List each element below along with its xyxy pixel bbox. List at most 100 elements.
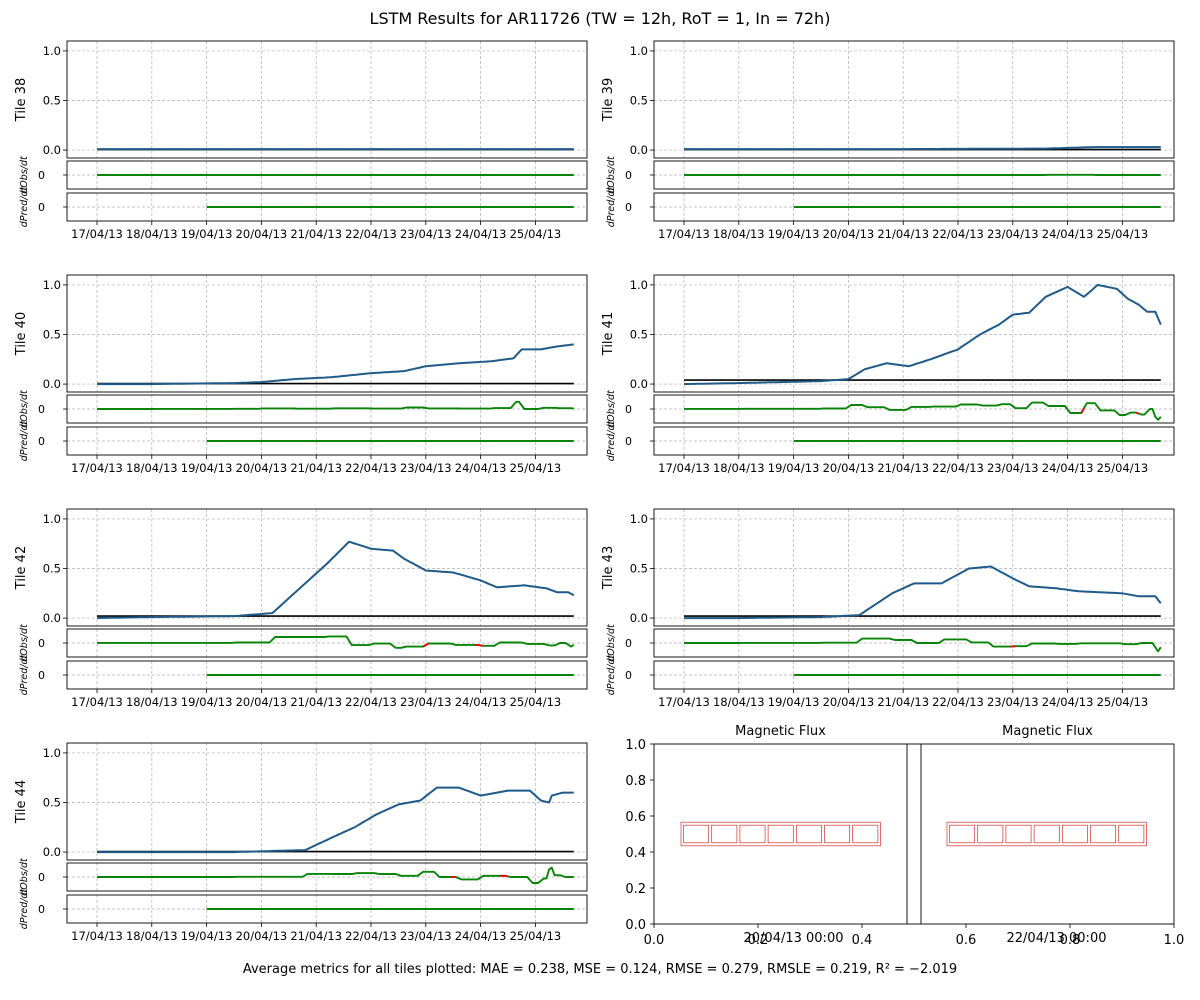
x-tick-label: 25/04/13 <box>510 695 562 709</box>
flux-timestamp: 22/04/13 00:00 <box>1007 931 1107 946</box>
flux-x-tick-label: 0.0 <box>644 933 665 948</box>
y-tick-label: 0 <box>625 403 632 416</box>
dpred-label: dPred/dt <box>606 653 617 695</box>
observed-line <box>683 283 1162 386</box>
tile-panel-7: 0.0 0.5 1.0 Tile 44 0 dObs/dt 0 dPred/dt 17/04/1… <box>14 742 588 943</box>
x-tick-label: 20/04/13 <box>823 695 875 709</box>
flux-tile-box <box>977 824 1004 844</box>
dobs-label: dObs/dt <box>606 623 617 662</box>
y-tick-label: 0.0 <box>43 143 61 157</box>
x-tick-label: 18/04/13 <box>713 227 765 241</box>
tile-panels: 0.0 0.5 1.0 Tile 38 0 dObs/dt 0 dPred/dt 17/04/1… <box>14 40 1175 943</box>
y-tick-label: 0 <box>625 169 632 182</box>
main-axes <box>66 40 588 159</box>
dpred-label: dPred/dt <box>606 419 617 461</box>
x-tick-label: 17/04/13 <box>658 461 710 475</box>
flux-y-tick-label: 0.8 <box>625 774 646 789</box>
x-tick-label: 18/04/13 <box>126 461 178 475</box>
main-axes <box>66 274 588 393</box>
tile-label: Tile 42 <box>14 546 29 590</box>
y-tick-label: 0 <box>625 201 632 214</box>
y-tick-label: 0.0 <box>43 845 61 859</box>
tile-label: Tile 39 <box>601 78 616 122</box>
flux-x-tick-label: 0.6 <box>956 933 977 948</box>
tile-label: Tile 40 <box>14 312 29 356</box>
dobs-label: dObs/dt <box>606 155 617 194</box>
x-tick-label: 21/04/13 <box>290 695 342 709</box>
x-tick-label: 21/04/13 <box>290 461 342 475</box>
dobs-label: dObs/dt <box>606 389 617 428</box>
dobs-negative-segment <box>1135 411 1140 415</box>
dobs-line <box>684 401 1162 421</box>
x-tick-label: 23/04/13 <box>400 227 452 241</box>
dobs-line <box>97 400 574 410</box>
x-tick-label: 19/04/13 <box>768 695 820 709</box>
y-tick-label: 1.0 <box>43 746 61 760</box>
x-tick-label: 23/04/13 <box>987 227 1039 241</box>
x-tick-label: 22/04/13 <box>345 227 397 241</box>
tile-label: Tile 44 <box>14 780 29 824</box>
flux-tile-group <box>680 821 881 847</box>
flux-tile-box <box>949 824 976 844</box>
flux-tile-box <box>1090 824 1117 844</box>
x-tick-label: 20/04/13 <box>823 461 875 475</box>
flux-tile-box <box>739 824 766 844</box>
flux-tile-box <box>824 824 851 844</box>
y-tick-label: 0.0 <box>630 611 648 625</box>
flux-timestamp: 20/04/13 00:00 <box>744 931 844 946</box>
x-tick-label: 17/04/13 <box>71 227 123 241</box>
observed-line <box>97 786 574 854</box>
x-tick-label: 18/04/13 <box>713 695 765 709</box>
tile-panel-3: 0.0 0.5 1.0 Tile 40 0 dObs/dt 0 dPred/dt 17/04/1… <box>14 274 588 475</box>
dobs-label: dObs/dt <box>19 857 30 896</box>
observed-line <box>97 343 574 386</box>
x-tick-label: 20/04/13 <box>236 929 288 943</box>
x-tick-label: 21/04/13 <box>877 695 929 709</box>
x-tick-label: 19/04/13 <box>181 227 233 241</box>
x-tick-label: 24/04/13 <box>455 227 507 241</box>
x-tick-label: 24/04/13 <box>455 929 507 943</box>
y-tick-label: 1.0 <box>43 44 61 58</box>
x-tick-label: 19/04/13 <box>181 695 233 709</box>
x-tick-label: 23/04/13 <box>400 929 452 943</box>
x-tick-label: 24/04/13 <box>1042 461 1094 475</box>
dpred-label: dPred/dt <box>19 887 30 929</box>
x-tick-label: 23/04/13 <box>400 695 452 709</box>
x-tick-label: 25/04/13 <box>510 227 562 241</box>
flux-axes <box>653 743 1175 925</box>
x-tick-label: 22/04/13 <box>932 461 984 475</box>
x-tick-label: 22/04/13 <box>932 227 984 241</box>
x-tick-label: 24/04/13 <box>1042 695 1094 709</box>
tile-panel-1: 0.0 0.5 1.0 Tile 38 0 dObs/dt 0 dPred/dt 17/04/1… <box>14 40 588 241</box>
x-tick-label: 24/04/13 <box>1042 227 1094 241</box>
x-tick-label: 18/04/13 <box>126 695 178 709</box>
tile-label: Tile 41 <box>601 312 616 356</box>
y-tick-label: 1.0 <box>43 278 61 292</box>
dpred-label: dPred/dt <box>19 653 30 695</box>
x-tick-label: 21/04/13 <box>877 227 929 241</box>
x-tick-label: 22/04/13 <box>345 695 397 709</box>
main-axes <box>653 508 1175 627</box>
x-tick-label: 17/04/13 <box>658 227 710 241</box>
x-tick-label: 17/04/13 <box>71 929 123 943</box>
dobs-negative-segment <box>499 874 509 878</box>
observed-line <box>684 565 1162 620</box>
y-tick-label: 0.0 <box>43 611 61 625</box>
y-tick-label: 0 <box>625 669 632 682</box>
x-tick-label: 20/04/13 <box>823 227 875 241</box>
x-tick-label: 24/04/13 <box>455 461 507 475</box>
x-tick-label: 19/04/13 <box>181 929 233 943</box>
magnetic-flux-panel: 0.0 0.2 0.4 0.6 0.8 1.0 0.0 0.2 0.4 0.6 0.8 1.0 Magn… <box>625 724 1184 948</box>
dobs-label: dObs/dt <box>19 389 30 428</box>
flux-title: Magnetic Flux <box>735 724 826 739</box>
y-tick-label: 0 <box>625 435 632 448</box>
flux-x-tick-label: 1.0 <box>1164 933 1185 948</box>
dobs-negative-segment <box>422 642 429 648</box>
y-tick-label: 0.5 <box>630 327 648 341</box>
x-tick-label: 24/04/13 <box>455 695 507 709</box>
flux-x-tick-label: 0.4 <box>852 933 873 948</box>
observed-line <box>684 146 1161 151</box>
x-tick-label: 21/04/13 <box>290 929 342 943</box>
x-tick-label: 17/04/13 <box>71 695 123 709</box>
main-axes <box>653 40 1175 159</box>
